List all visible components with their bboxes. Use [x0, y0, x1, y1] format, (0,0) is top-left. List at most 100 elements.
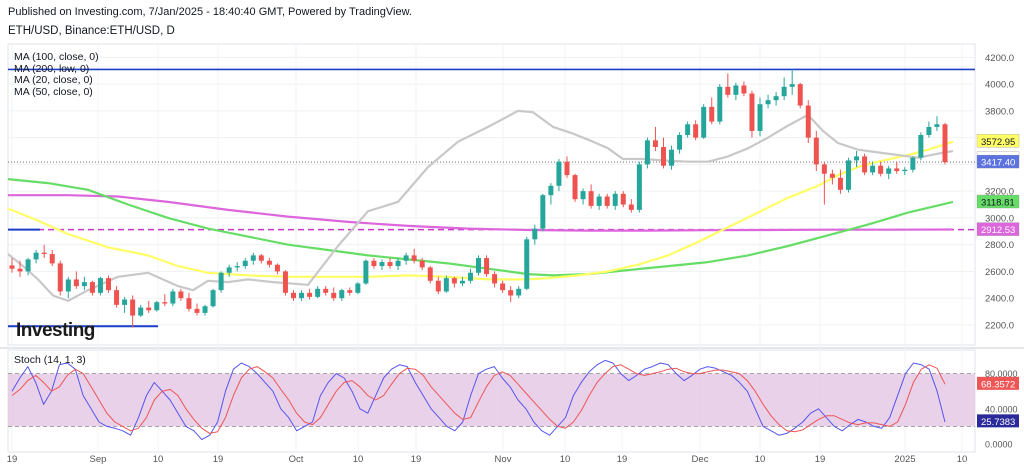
candle — [17, 260, 23, 277]
candle — [323, 286, 329, 296]
candle-body — [604, 196, 610, 206]
candle-body — [347, 290, 353, 293]
x-tick-label: 10 — [353, 454, 364, 465]
legend-ma20[interactable]: MA (20, close, 0) — [14, 74, 93, 86]
candle — [65, 276, 71, 299]
x-tick-label: 19 — [617, 454, 628, 465]
stoch-tag: 25.7383 — [981, 417, 1015, 428]
legend-ma50[interactable]: MA (50, close, 0) — [14, 85, 93, 98]
x-tick-label: 10 — [957, 454, 968, 465]
candle — [250, 252, 256, 265]
x-tick-label: 19 — [7, 454, 18, 465]
candle — [154, 300, 160, 312]
candle — [484, 255, 490, 277]
candle — [942, 122, 948, 165]
candle-body — [387, 262, 393, 267]
candle — [459, 276, 465, 287]
candle-body — [942, 124, 948, 163]
candle — [299, 290, 305, 301]
candle — [435, 276, 441, 295]
candle-body — [81, 282, 87, 287]
candle — [178, 288, 184, 301]
candle-body — [500, 283, 506, 291]
candle — [202, 304, 208, 316]
candle — [821, 161, 827, 205]
candle-body — [781, 86, 787, 97]
x-tick-label: Oct — [289, 454, 304, 465]
candle-body — [467, 272, 473, 281]
candle-body — [146, 307, 152, 311]
candle-body — [757, 104, 763, 131]
candle — [162, 294, 168, 307]
candle-body — [524, 239, 530, 289]
candle-body — [837, 177, 843, 190]
candle-body — [596, 196, 602, 206]
y-tick-label: 3000.0 — [985, 213, 1014, 224]
candle-body — [701, 106, 707, 138]
candle-body — [97, 278, 103, 293]
legend-ma100[interactable]: MA (100, close, 0) — [14, 51, 99, 63]
candle-body — [741, 85, 747, 94]
candle-body — [620, 193, 626, 205]
candle — [902, 167, 908, 176]
candle-body — [154, 302, 160, 311]
y-tick-label: 2800.0 — [985, 240, 1014, 251]
stoch-y-tick: 40.0000 — [985, 404, 1018, 414]
candle — [186, 292, 192, 312]
candle-body — [862, 156, 868, 173]
candle — [210, 288, 216, 308]
price-tag: 3572.95 — [981, 137, 1015, 148]
candlesticks — [9, 69, 948, 328]
candle-body — [17, 268, 23, 272]
candle — [757, 97, 763, 137]
candle-body — [202, 306, 208, 313]
candle-body — [572, 175, 578, 200]
candle-body — [138, 307, 144, 316]
candle-body — [910, 157, 916, 170]
candle-body — [628, 204, 634, 210]
candle — [588, 184, 594, 209]
candle — [652, 126, 658, 152]
x-tick-label: Sep — [90, 454, 107, 465]
candle — [500, 280, 506, 293]
candle — [934, 116, 940, 131]
candle-body — [178, 291, 184, 299]
legend-ma200[interactable]: MA (200, low, 0) — [14, 62, 90, 75]
candle-body — [516, 288, 522, 296]
candle-body — [315, 288, 321, 297]
candle-body — [130, 299, 136, 316]
symbol-title: ETH/USD, Binance:ETH/USD, D — [8, 25, 175, 37]
candle-body — [532, 228, 538, 240]
candle — [781, 77, 787, 101]
candle-body — [33, 252, 39, 260]
candle — [492, 271, 498, 288]
candle-body — [821, 164, 827, 174]
horizontal-levels — [8, 68, 975, 328]
candle-body — [829, 173, 835, 178]
candle — [733, 82, 739, 101]
stoch-legend[interactable]: Stoch (14, 1, 3) — [14, 354, 86, 366]
candle-body — [57, 263, 63, 292]
candle — [476, 255, 481, 276]
price-tag-bg — [976, 194, 1020, 209]
candle-body — [693, 124, 699, 138]
candle-body — [395, 260, 401, 267]
candle-body — [355, 283, 361, 293]
candle — [693, 120, 699, 141]
candle-body — [299, 292, 305, 299]
candle — [307, 288, 313, 300]
candle — [886, 165, 892, 180]
candle-body — [845, 160, 851, 190]
candle-body — [564, 161, 570, 176]
candle-body — [170, 291, 176, 304]
candle — [508, 286, 514, 303]
stoch-k-line — [11, 359, 946, 441]
x-tick-label: 2025 — [894, 454, 915, 465]
candle — [379, 259, 385, 271]
y-tick-label: 2600.0 — [985, 267, 1014, 278]
candle — [226, 264, 232, 277]
candle — [291, 290, 297, 301]
candle — [556, 159, 562, 192]
candle-body — [660, 147, 666, 166]
